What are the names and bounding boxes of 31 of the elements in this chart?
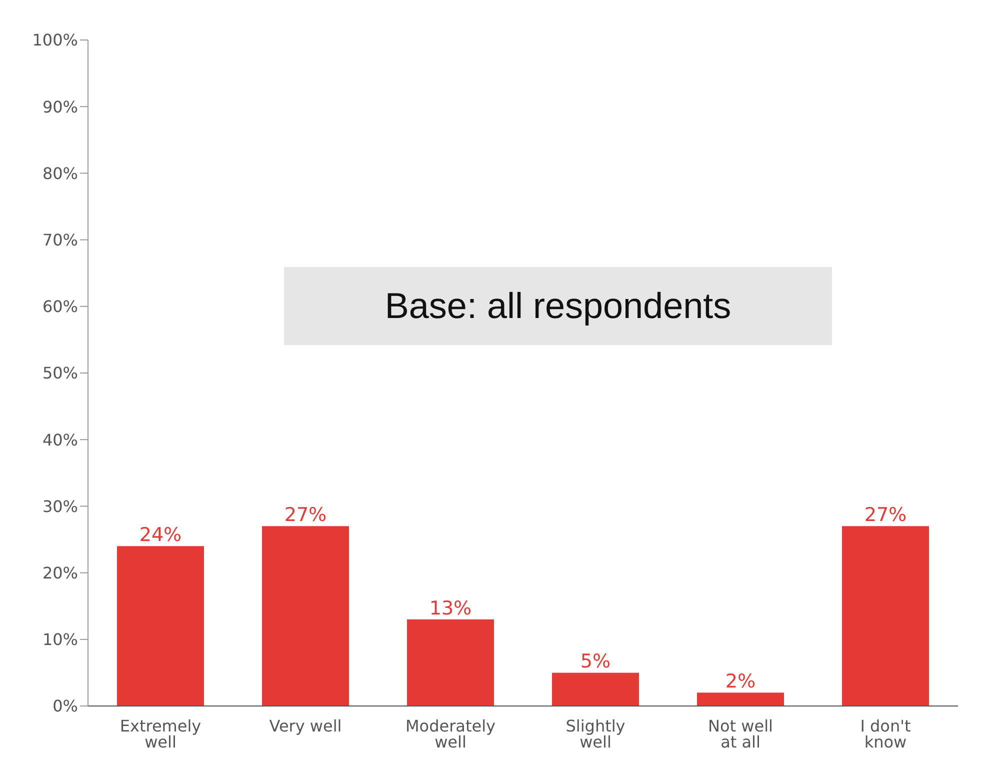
x-tick-label: Not well at all bbox=[708, 716, 773, 752]
y-tick-label: 0% bbox=[52, 696, 78, 716]
bar bbox=[262, 526, 349, 706]
bar bbox=[552, 672, 639, 706]
y-tick-label: 30% bbox=[42, 496, 78, 516]
y-tick-label: 80% bbox=[42, 164, 78, 183]
data-label: 13% bbox=[429, 597, 472, 620]
y-tick-label: 100% bbox=[32, 30, 78, 50]
y-tick-label: 40% bbox=[42, 430, 78, 450]
data-label: 2% bbox=[725, 670, 756, 693]
y-tick-label: 70% bbox=[42, 230, 78, 250]
data-label: 24% bbox=[139, 524, 182, 546]
x-tick-label: Slightly well bbox=[566, 716, 626, 752]
annotation: Base: all respondents bbox=[384, 285, 732, 327]
y-tick-label: 20% bbox=[42, 563, 78, 582]
bar bbox=[697, 692, 784, 706]
data-label: 5% bbox=[580, 650, 611, 673]
y-tick-label: 50% bbox=[42, 364, 78, 383]
x-tick-label: I don't know bbox=[860, 716, 911, 752]
x-tick-label: Very well bbox=[269, 716, 342, 736]
note-box: Base: all respondents bbox=[284, 267, 832, 345]
y-tick-label: 60% bbox=[42, 297, 78, 316]
bar bbox=[117, 546, 204, 706]
x-tick-label: Extremely well bbox=[120, 716, 202, 752]
bar bbox=[842, 526, 929, 706]
bar bbox=[407, 619, 494, 706]
y-tick-label: 10% bbox=[42, 630, 78, 650]
data-label: 27% bbox=[864, 504, 907, 526]
x-tick-label: Moderately well bbox=[405, 716, 496, 752]
data-label: 27% bbox=[284, 504, 327, 526]
y-tick-label: 90% bbox=[42, 97, 78, 116]
